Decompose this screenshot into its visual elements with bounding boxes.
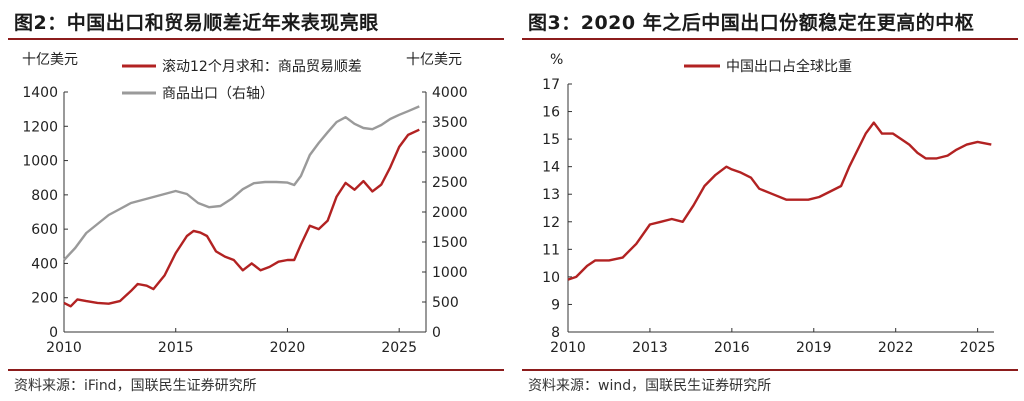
chart-right: 8 9 10 11 12 13 14 15 16 17 2010 2013 2016 2019 2022 20…: [542, 52, 996, 356]
y-tick-label-left: 1000: [22, 154, 58, 170]
y-tick-label-right: 3500: [432, 115, 468, 131]
y-tick-label-right: 500: [432, 295, 459, 311]
panel-divider: [511, 0, 512, 401]
y-tick-label-right: 1000: [432, 265, 468, 281]
y-tick-label-left: 1400: [22, 85, 58, 101]
figure-2-title: 图2：中国出口和贸易顺差近年来表现亮眼: [14, 12, 379, 34]
y-tick-label-left: 400: [31, 256, 58, 272]
series-line-1: [567, 121, 992, 281]
x-tick-label: 2015: [158, 340, 194, 356]
y-tick-label-right: 1500: [432, 235, 468, 251]
title-rule: [8, 38, 504, 40]
x-tick-label: 2020: [270, 340, 306, 356]
y-tick-label: 16: [542, 105, 560, 121]
y-tick-label-right: 2500: [432, 175, 468, 191]
y-tick-label-left: 200: [31, 291, 58, 307]
legend-label-2: 商品出口（右轴）: [162, 86, 274, 102]
y-tick-label-left: 600: [31, 222, 58, 238]
title-rule: [522, 38, 1018, 40]
x-tick-label: 2013: [632, 340, 668, 356]
y-axis-label: %: [550, 52, 563, 68]
series-line-1: [63, 128, 420, 308]
series-line-2: [63, 105, 420, 261]
y-tick-label: 8: [551, 325, 560, 341]
y-tick-label-right: 0: [432, 325, 441, 341]
source-note: 资料来源：iFind，国联民生证券研究所: [14, 378, 257, 394]
y-tick-label: 15: [542, 132, 560, 148]
y-tick-label: 11: [542, 242, 560, 258]
y-tick-label: 13: [542, 187, 560, 203]
legend-label-1: 中国出口占全球比重: [726, 58, 852, 75]
source-note: 资料来源：wind，国联民生证券研究所: [528, 378, 772, 394]
y-tick-label-right: 3000: [432, 145, 468, 161]
y-tick-label: 17: [542, 77, 560, 93]
y-tick-label-left: 800: [31, 188, 58, 204]
x-tick-label: 2025: [960, 340, 996, 356]
x-tick-label: 2022: [878, 340, 914, 356]
x-tick-label: 2025: [381, 340, 417, 356]
source-rule: [8, 369, 504, 371]
y-tick-label: 10: [542, 270, 560, 286]
chart-left: 0 200 400 600 800 1000 1200 1400 0 500 1000 1500 200…: [22, 52, 468, 356]
left-panel: 图2：中国出口和贸易顺差近年来表现亮眼 0 200 400 600 800 1000 120…: [0, 0, 510, 401]
source-rule: [522, 369, 1018, 371]
y-tick-label: 14: [542, 160, 560, 176]
x-tick-label: 2010: [46, 340, 82, 356]
x-tick-label: 2016: [714, 340, 750, 356]
y-tick-label-right: 2000: [432, 205, 468, 221]
y-tick-label-left: 1200: [22, 119, 58, 135]
y-axis-label-left: 十亿美元: [22, 52, 78, 68]
figure-3-title: 图3：2020 年之后中国出口份额稳定在更高的中枢: [528, 12, 975, 34]
right-panel: 图3：2020 年之后中国出口份额稳定在更高的中枢 8 9 10 11 12 13 14 15…: [514, 0, 1024, 401]
y-tick-label: 12: [542, 215, 560, 231]
y-axis-label-right: 十亿美元: [406, 52, 462, 68]
y-tick-label-right: 4000: [432, 85, 468, 101]
y-tick-label-left: 0: [49, 325, 58, 341]
y-tick-label: 9: [551, 297, 560, 313]
x-tick-label: 2010: [550, 340, 586, 356]
legend-label-1: 滚动12个月求和：商品贸易顺差: [162, 58, 362, 75]
x-tick-label: 2019: [796, 340, 832, 356]
